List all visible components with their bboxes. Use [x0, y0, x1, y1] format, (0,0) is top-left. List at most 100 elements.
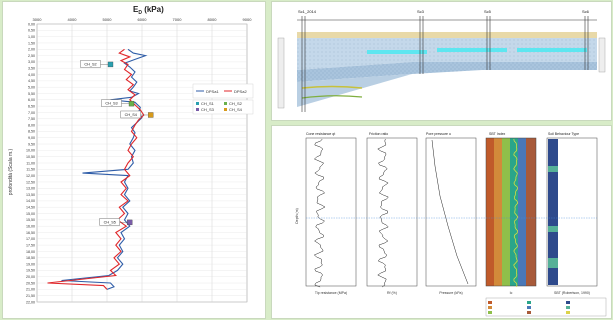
- cpt-panels: Cone resistance qt Friction ratio Pore p…: [272, 126, 611, 318]
- marker-callout-label: CH_S5: [104, 220, 116, 224]
- section-label-sc1: Sc1_2014: [298, 9, 317, 14]
- y-tick-label: 11,50: [26, 168, 35, 172]
- cpt-xlabel-3: Pressure (kPa): [439, 291, 462, 295]
- y-tick-label: 2,00: [28, 48, 35, 52]
- y-tick-label: 16,00: [26, 224, 35, 228]
- y-tick-label: 10,50: [26, 155, 35, 159]
- cpt-curve-qt: [313, 138, 326, 288]
- legend-marker-ch-s1: [196, 102, 199, 105]
- marker-ch-s2: [107, 61, 114, 68]
- y-tick-label: 15,50: [26, 218, 35, 222]
- section-label-sc3: Sc3: [417, 9, 425, 14]
- marker-callout: [80, 60, 101, 68]
- silt-lens: [301, 95, 363, 99]
- y-tick-label: 1,00: [28, 35, 35, 39]
- cpt-title-4: SBT Index: [489, 132, 506, 136]
- cpt-xlabel-2: Rf (%): [387, 291, 397, 295]
- geological-section: Sc1_2014 Sc3 Sc5 Sc6: [277, 9, 606, 112]
- legend-marker-label-ch-s3: CH_S3: [201, 107, 215, 112]
- cpt-xlabel-4: Ic: [510, 291, 513, 295]
- cpt-title-2: Friction ratio: [369, 132, 388, 136]
- legend-marker-ch-s3: [196, 108, 199, 111]
- sbt-legend: [485, 297, 607, 317]
- cpt-curve-rf: [377, 138, 389, 288]
- middle-layer: [297, 62, 597, 82]
- x-tick-label: 7000: [173, 17, 183, 22]
- marker-callout: [99, 218, 120, 226]
- cpt-ylabel: Depth (m): [295, 208, 299, 224]
- y-tick-label: 18,00: [26, 250, 35, 254]
- y-tick-label: 22,00: [26, 300, 35, 304]
- marker-group: CH_S2 CH_S3 CH_S4 CH_S5: [80, 60, 154, 226]
- sbt-type-box: [546, 137, 598, 287]
- cpt-xlabel-5: SBT (Robertson, 1990): [554, 291, 590, 295]
- geological-section-panel: Sc1_2014 Sc3 Sc5 Sc6: [272, 2, 611, 120]
- legend-marker-ch-s2: [224, 102, 227, 105]
- y-tick-label: 7,00: [28, 111, 35, 115]
- y-tick-label: 14,50: [26, 206, 35, 210]
- cpt-box-1: [305, 137, 357, 287]
- ed-depth-chart: ED (kPa) 3000 4000 5000 6000 7000 8000 9000 0,…: [8, 5, 254, 304]
- x-tick-label: 6000: [138, 17, 148, 22]
- y-tick-label: 20,50: [26, 281, 35, 285]
- x-tick-label: 3000: [33, 17, 43, 22]
- section-label-sc6: Sc6: [582, 9, 590, 14]
- y-tick-labels: 0,00 0,50 1,00 1,50 2,00 2,50 3,00 3,50 4,00 4,50…: [26, 22, 35, 304]
- legend-marker-label-ch-s2: CH_S2: [229, 101, 243, 106]
- section-label-sc5: Sc5: [484, 9, 492, 14]
- marker-ch-s4: [148, 112, 154, 118]
- x-tick-label: 5000: [103, 17, 113, 22]
- y-tick-label: 6,50: [28, 104, 35, 108]
- cpt-box-3: [425, 137, 477, 287]
- y-tick-label: 3,00: [28, 60, 35, 64]
- y-tick-label: 4,50: [28, 79, 35, 83]
- lens-3: [517, 48, 587, 52]
- x-tick-labels: 3000 4000 5000 6000 7000 8000 9000: [33, 17, 253, 22]
- cpt-curve-u: [431, 139, 469, 285]
- y-tick-label: 2,50: [28, 54, 35, 58]
- marker-ch-s5: [127, 219, 133, 226]
- y-tick-label: 16,50: [26, 231, 35, 235]
- y-tick-label: 8,50: [28, 130, 35, 134]
- cpt-svg: Cone resistance qt Friction ratio Pore p…: [295, 132, 607, 317]
- lower-wedge: [297, 74, 412, 107]
- cpt-title-3: Pore pressure u: [426, 132, 451, 136]
- y-tick-label: 21,50: [26, 294, 35, 298]
- y-tick-label: 20,00: [26, 275, 35, 279]
- y-tick-label: 15,00: [26, 212, 35, 216]
- legend-marker-label-ch-s1: CH_S1: [201, 101, 215, 106]
- legend-label-dpsa1: DPSa1: [206, 89, 219, 94]
- marker-callout: [120, 110, 141, 119]
- legend-label-dpsa2: DPSa2: [234, 89, 247, 94]
- y-tick-label: 12,00: [26, 174, 35, 178]
- y-tick-label: 17,50: [26, 243, 35, 247]
- depth-scale-left: [277, 37, 285, 109]
- cpt-xlabel-1: Tip resistance (MPa): [315, 291, 347, 295]
- y-tick-label: 11,00: [26, 161, 35, 165]
- cpt-curves: [306, 138, 597, 288]
- y-tick-label: 13,50: [26, 193, 35, 197]
- cpt-title-1: Cone resistance qt: [306, 132, 335, 136]
- y-tick-label: 12,50: [26, 180, 35, 184]
- y-tick-label: 6,00: [28, 98, 35, 102]
- marker-callout-label: CH_S4: [125, 113, 137, 117]
- y-tick-label: 1,50: [28, 41, 35, 45]
- cpt-box-2: [366, 137, 418, 287]
- y-tick-label: 8,00: [28, 123, 35, 127]
- y-tick-label: 7,50: [28, 117, 35, 121]
- series-line-dpsa2: [47, 48, 145, 290]
- borehole-lines: [301, 16, 589, 112]
- legend-marker-ch-s4: [224, 108, 227, 111]
- x-tick-label: 9000: [243, 17, 253, 22]
- y-tick-label: 0,50: [28, 29, 35, 33]
- y-tick-label: 21,00: [26, 288, 35, 292]
- x-tick-label: 8000: [208, 17, 218, 22]
- y-tick-label: 17,00: [26, 237, 35, 241]
- legend: DPSa1 DPSa2 CH_S1 CH_S2 CH_S3 CH_S4: [192, 83, 254, 115]
- y-tick-label: 5,50: [28, 92, 35, 96]
- clay-lens: [301, 85, 363, 89]
- marker-ch-s3: [128, 100, 135, 107]
- depth-scale-right: [598, 37, 606, 73]
- y-tick-label: 13,00: [26, 187, 35, 191]
- topsoil-layer: [297, 32, 597, 38]
